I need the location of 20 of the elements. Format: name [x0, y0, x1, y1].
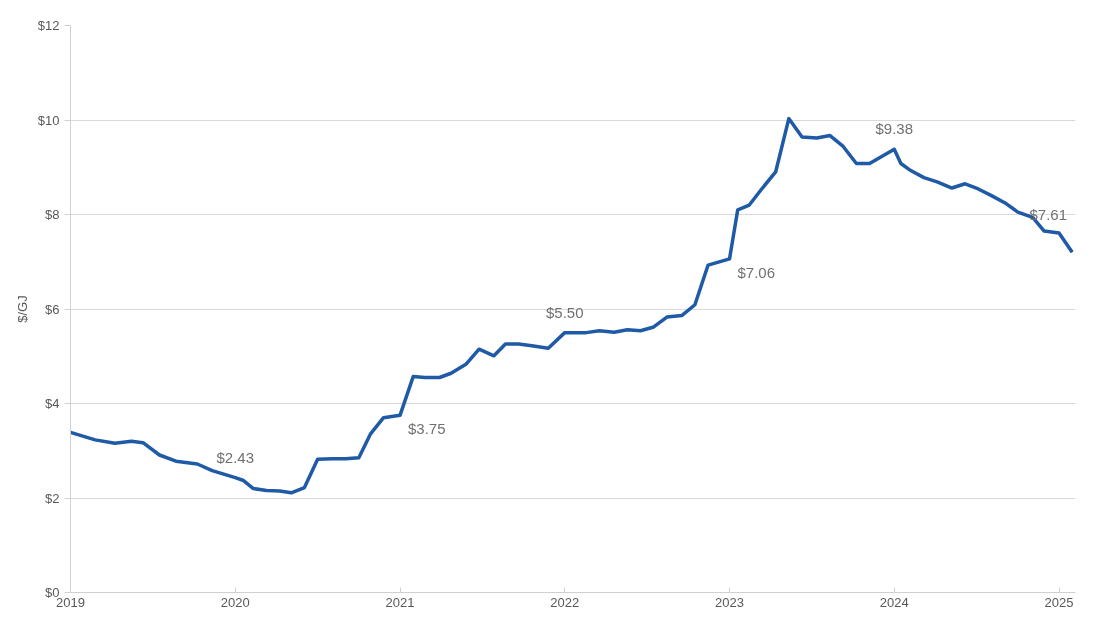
annotation: $7.06	[737, 263, 776, 281]
annotation: $5.50	[545, 303, 584, 321]
x-tick-label: 2024	[879, 594, 909, 610]
x-tick-label: 2021	[385, 594, 415, 610]
y-axis-title: $/GJ	[14, 295, 30, 323]
y-tick-label: $8	[45, 207, 60, 222]
y-tick-label: $4	[45, 396, 60, 411]
annotation: $7.61	[1029, 205, 1068, 223]
y-tick-label: $6	[45, 301, 60, 317]
x-tick-label: 2023	[715, 594, 744, 610]
annotation: $3.75	[408, 420, 446, 438]
annotation: $2.43	[216, 448, 255, 466]
x-tick-label: 2025	[1044, 594, 1074, 610]
annotation: $9.38	[875, 120, 914, 138]
x-tick-label: 2020	[220, 594, 250, 610]
line-series	[70, 116, 1074, 495]
y-tick-label: $10	[37, 112, 60, 128]
x-tick-label: 2022	[550, 594, 580, 610]
y-tick-label: $12	[37, 18, 60, 33]
y-tick-label: $2	[45, 490, 60, 506]
